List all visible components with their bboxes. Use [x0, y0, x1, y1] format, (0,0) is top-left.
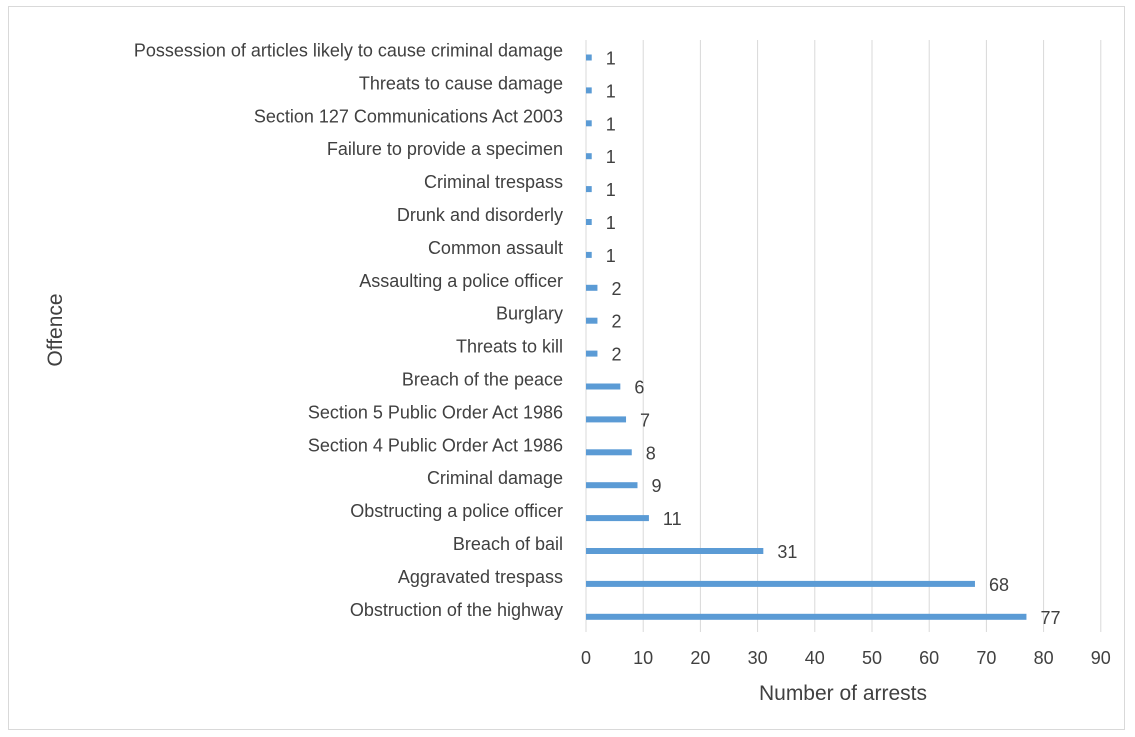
bar: [586, 482, 638, 489]
bar: [586, 350, 598, 357]
data-label: 7: [640, 410, 650, 430]
bar: [586, 120, 592, 127]
bar: [586, 284, 598, 291]
x-tick-label: 40: [805, 648, 825, 668]
category-label: Threats to cause damage: [359, 73, 563, 93]
data-label: 11: [663, 509, 682, 529]
bar: [586, 548, 764, 554]
bar: [586, 153, 592, 160]
category-label: Section 127 Communications Act 2003: [254, 106, 563, 126]
bar: [586, 186, 592, 193]
data-label: 77: [1040, 608, 1060, 628]
data-label: 1: [606, 114, 616, 134]
x-tick-label: 70: [976, 648, 996, 668]
bar: [586, 416, 627, 423]
bar: [586, 515, 649, 522]
data-label: 2: [611, 345, 621, 365]
gridlines: [585, 40, 1102, 632]
y-axis-title: Offence: [44, 293, 67, 366]
category-label: Threats to kill: [456, 337, 563, 357]
data-label: 2: [611, 312, 621, 332]
bar: [586, 54, 592, 61]
bars: [586, 54, 1027, 620]
category-label: Criminal damage: [427, 468, 563, 488]
bar: [586, 580, 975, 587]
bar: [586, 317, 598, 324]
category-label: Section 4 Public Order Act 1986: [308, 435, 563, 455]
category-label: Breach of the peace: [402, 370, 563, 390]
data-label: 8: [646, 443, 656, 463]
category-label: Burglary: [496, 304, 563, 324]
category-label: Obstruction of the highway: [350, 600, 563, 620]
x-tick-labels: 0 10 20 30 40 50 60 70 80 90: [581, 648, 1111, 668]
category-label: Aggravated trespass: [398, 567, 563, 587]
data-label: 1: [606, 180, 616, 200]
bar: [586, 219, 592, 225]
data-label: 1: [606, 246, 616, 266]
category-label: Obstructing a police officer: [350, 501, 563, 521]
category-label: Failure to provide a specimen: [327, 139, 563, 159]
x-tick-label: 50: [862, 648, 882, 668]
bar: [586, 449, 632, 456]
chart-frame: [8, 6, 1125, 730]
data-label: 1: [606, 213, 616, 233]
bar: [586, 251, 592, 258]
bar: [586, 613, 1027, 620]
bar: [586, 383, 621, 390]
category-label: Assaulting a police officer: [359, 271, 563, 291]
x-tick-label: 0: [581, 648, 591, 668]
data-label: 2: [611, 279, 621, 299]
category-label: Criminal trespass: [424, 172, 563, 192]
x-tick-label: 90: [1091, 648, 1111, 668]
data-label: 9: [651, 476, 661, 496]
category-label: Drunk and disorderly: [397, 205, 563, 225]
x-axis-title: Number of arrests: [759, 682, 927, 705]
data-label: 31: [777, 542, 797, 562]
bar: [586, 87, 592, 94]
category-labels: Possession of articles likely to cause c…: [134, 41, 563, 620]
x-tick-label: 10: [633, 648, 653, 668]
x-tick-label: 80: [1034, 648, 1054, 668]
x-tick-label: 60: [919, 648, 939, 668]
category-label: Breach of bail: [453, 534, 563, 554]
category-label: Common assault: [428, 238, 563, 258]
data-label: 1: [606, 49, 616, 69]
data-label: 6: [634, 378, 644, 398]
category-label: Possession of articles likely to cause c…: [134, 41, 563, 61]
category-label: Section 5 Public Order Act 1986: [308, 402, 563, 422]
data-label: 1: [606, 81, 616, 101]
data-label: 1: [606, 147, 616, 167]
x-tick-label: 20: [690, 648, 710, 668]
data-label: 68: [989, 575, 1009, 595]
x-tick-label: 30: [748, 648, 768, 668]
